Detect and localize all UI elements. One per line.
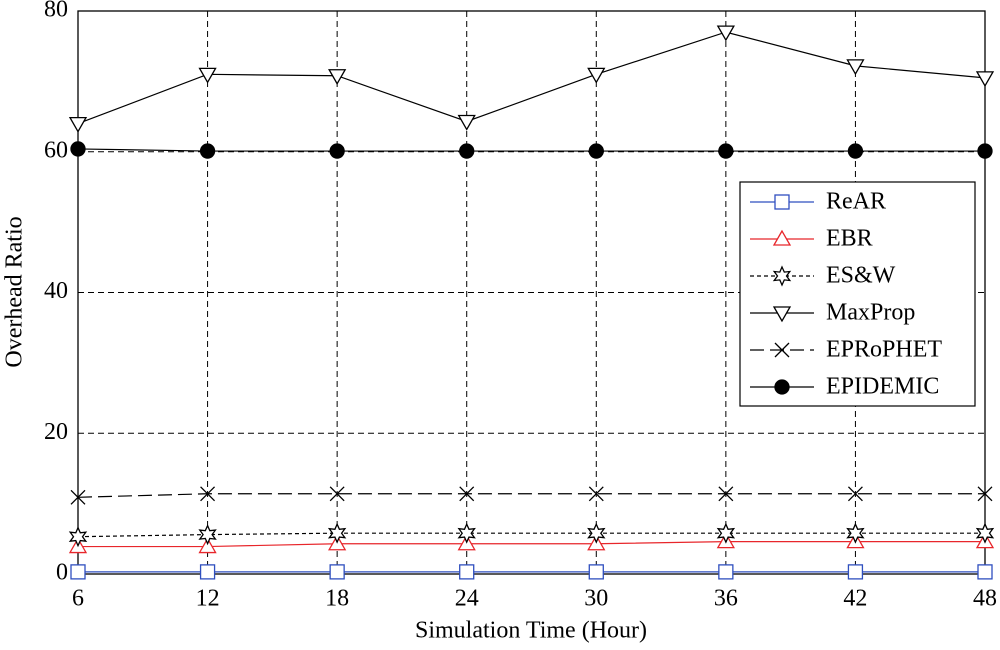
x-tick-label: 24: [455, 586, 479, 612]
marker: [329, 564, 345, 580]
x-tick-label: 30: [584, 586, 608, 612]
series-line: [77, 31, 986, 125]
y-tick-label: 60: [44, 137, 68, 163]
marker: [846, 59, 865, 76]
marker: [70, 564, 86, 580]
marker: [975, 522, 995, 544]
marker: [459, 564, 475, 580]
legend-label: ReAR: [826, 189, 886, 215]
marker: [198, 537, 217, 554]
marker: [329, 143, 345, 159]
legend-label: EPRoPHET: [826, 337, 942, 363]
marker: [199, 143, 216, 159]
marker: [70, 141, 86, 157]
x-tick-label: 6: [72, 586, 84, 612]
y-tick-label: 0: [56, 560, 68, 586]
marker: [457, 522, 476, 544]
y-tick-label: 20: [44, 419, 68, 445]
marker: [198, 523, 217, 546]
marker: [847, 486, 863, 502]
marker: [459, 486, 475, 502]
x-tick-label: 12: [196, 586, 220, 612]
marker: [327, 522, 347, 544]
marker: [459, 143, 475, 159]
marker: [587, 522, 606, 544]
marker: [588, 486, 604, 502]
marker: [975, 71, 995, 88]
x-tick-label: 18: [325, 586, 349, 612]
legend-label: EBR: [826, 226, 873, 252]
legend-marker: [774, 342, 790, 358]
marker: [846, 522, 865, 544]
marker: [68, 526, 88, 548]
marker: [977, 143, 993, 159]
series-line: [77, 493, 985, 498]
marker: [198, 67, 217, 84]
y-axis-label: Overhead Ratio: [2, 216, 28, 367]
y-tick-label: 40: [44, 278, 68, 304]
marker: [588, 564, 604, 580]
legend-box: [739, 181, 976, 407]
legend-marker: [772, 229, 792, 246]
legend-label: EPIDEMIC: [826, 374, 939, 400]
marker: [716, 522, 736, 544]
legend-label: MaxProp: [826, 300, 915, 326]
y-tick-label: 80: [44, 0, 68, 23]
marker: [200, 486, 216, 502]
marker: [847, 564, 864, 580]
marker: [199, 564, 216, 580]
marker: [977, 564, 993, 580]
marker: [718, 486, 734, 502]
marker: [328, 69, 347, 86]
marker: [588, 143, 604, 159]
legend-marker: [774, 194, 790, 210]
x-tick-label: 36: [714, 586, 738, 612]
marker: [718, 143, 734, 159]
x-tick-label: 48: [973, 586, 997, 612]
legend-marker: [774, 379, 790, 395]
marker: [847, 143, 864, 159]
series-line: [77, 148, 985, 152]
series-line: [78, 541, 985, 548]
marker: [329, 486, 345, 502]
legend-label: ES&W: [826, 263, 896, 289]
marker: [70, 489, 86, 505]
legend-marker: [772, 265, 792, 287]
marker: [68, 116, 88, 133]
marker: [457, 114, 476, 131]
x-tick-label: 42: [843, 586, 867, 612]
marker: [977, 486, 993, 502]
marker: [716, 25, 735, 42]
plot-frame: [77, 10, 986, 575]
legend-marker: [772, 306, 792, 323]
marker: [718, 564, 734, 580]
marker: [587, 67, 606, 84]
x-axis-label: Simulation Time (Hour): [415, 618, 647, 644]
